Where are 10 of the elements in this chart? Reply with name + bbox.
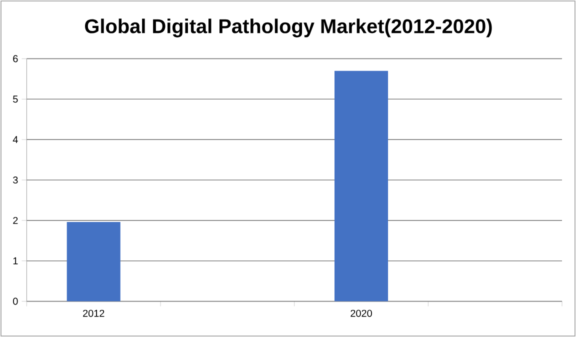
x-tick-label: 2020	[350, 310, 372, 317]
y-tick-label: 1	[13, 257, 18, 264]
y-tick-label: 5	[13, 96, 18, 103]
y-tick-label: 0	[13, 298, 18, 305]
x-tick-label: 2012	[83, 310, 104, 317]
y-tick-label: 3	[13, 176, 18, 184]
y-tick-label: 6	[13, 55, 18, 62]
y-tick-label: 4	[12, 136, 18, 143]
chart-title: Global Digital Pathology Market(2012-2020)	[85, 18, 492, 38]
y-tick-label: 2	[13, 216, 18, 224]
